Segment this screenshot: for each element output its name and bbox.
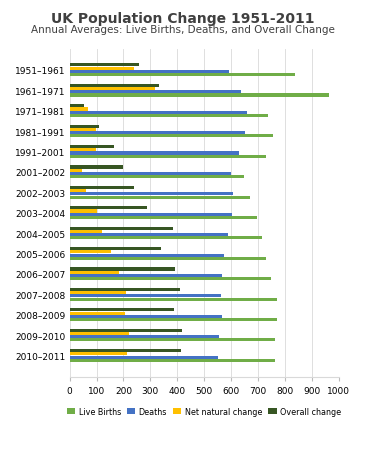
Bar [70,112,247,114]
Bar [70,359,274,362]
Bar [70,67,134,71]
Text: UK Population Change 1951-2011: UK Population Change 1951-2011 [51,11,314,25]
Bar [70,207,147,210]
Bar [70,254,224,257]
Bar [70,190,86,193]
Bar [70,278,271,280]
Bar [70,166,123,169]
Bar [70,129,96,132]
Bar [70,135,273,138]
Bar [70,315,222,318]
Bar [70,237,262,240]
Bar [70,298,277,301]
Bar [70,227,173,230]
Bar [70,295,221,298]
Bar [70,318,277,321]
Bar [70,356,218,359]
Bar [70,247,161,251]
Bar [70,105,84,108]
Bar [70,94,328,97]
Bar [70,210,97,213]
Bar [70,71,229,74]
Bar [70,329,182,332]
Bar [70,149,96,152]
Bar [70,155,266,158]
Bar [70,332,129,335]
Title: UK Population Change 1951-2011
Annual Averages: Live Births, Deaths, and Overall: UK Population Change 1951-2011 Annual Av… [0,458,1,459]
Bar [70,312,125,315]
Bar [70,88,155,91]
Bar [70,176,244,179]
Bar [70,234,228,237]
Bar [70,268,175,271]
Bar [70,217,257,219]
Bar [70,274,222,277]
Bar [70,64,139,67]
Bar [70,349,181,353]
Bar [70,251,111,254]
Bar [70,257,266,260]
Bar [70,271,119,274]
Bar [70,288,180,291]
Bar [70,193,233,196]
Bar [70,173,231,175]
Bar [70,291,126,295]
Bar [70,91,241,94]
Bar [70,146,114,149]
Bar [70,353,127,356]
Bar [70,125,99,129]
Bar [70,336,219,338]
Bar [70,186,134,190]
Bar [70,115,268,118]
Bar [70,230,102,234]
Bar [70,169,82,172]
Bar [70,213,231,216]
Bar [70,132,245,135]
Bar [70,84,159,88]
Bar [70,339,274,341]
Bar [70,196,250,199]
Bar [70,308,174,312]
Bar [70,74,295,77]
Bar [70,108,88,111]
Legend: Live Births, Deaths, Net natural change, Overall change: Live Births, Deaths, Net natural change,… [64,404,344,419]
Text: Annual Averages: Live Births, Deaths, and Overall Change: Annual Averages: Live Births, Deaths, an… [31,25,334,35]
Bar [70,152,239,155]
